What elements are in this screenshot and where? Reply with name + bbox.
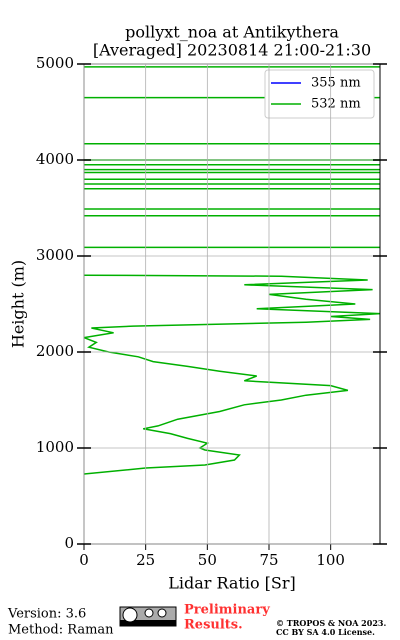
copyright: CC BY SA 4.0 License.: [276, 627, 375, 637]
x-tick-label: 0: [79, 551, 89, 569]
x-tick-label: 75: [259, 551, 278, 569]
y-tick-label: 5000: [36, 54, 74, 72]
method: Method: Raman: [8, 623, 114, 638]
y-axis-label: Height (m): [9, 260, 28, 348]
chart-title: pollyxt_noa at Antikythera: [125, 23, 339, 42]
y-tick-label: 2000: [36, 342, 74, 360]
legend-label: 355 nm: [311, 76, 361, 91]
y-tick-label: 1000: [36, 438, 74, 456]
legend: 355 nm 532 nm: [264, 69, 375, 119]
legend-box: [264, 69, 375, 119]
chart-title: [Averaged] 20230814 21:00-21:30: [93, 41, 371, 60]
y-tick-label: 4000: [36, 150, 74, 168]
x-tick-label: 25: [136, 551, 155, 569]
x-tick-label: 100: [316, 551, 345, 569]
plot-frame: [83, 63, 381, 545]
notice: Results.: [184, 618, 243, 633]
notice: Preliminary: [184, 603, 270, 618]
profile-line: [84, 66, 380, 475]
copyright: © TROPOS & NOA 2023.: [276, 618, 386, 628]
x-tick-label: 50: [198, 551, 217, 569]
plot-area: [84, 66, 380, 475]
cc-badge: [119, 606, 177, 627]
x-axis-label: Lidar Ratio [Sr]: [168, 574, 296, 593]
version: Version: 3.6: [7, 607, 86, 622]
y-tick-label: 3000: [36, 246, 74, 264]
y-tick-label: 0: [64, 534, 74, 552]
legend-label: 532 nm: [311, 97, 361, 112]
